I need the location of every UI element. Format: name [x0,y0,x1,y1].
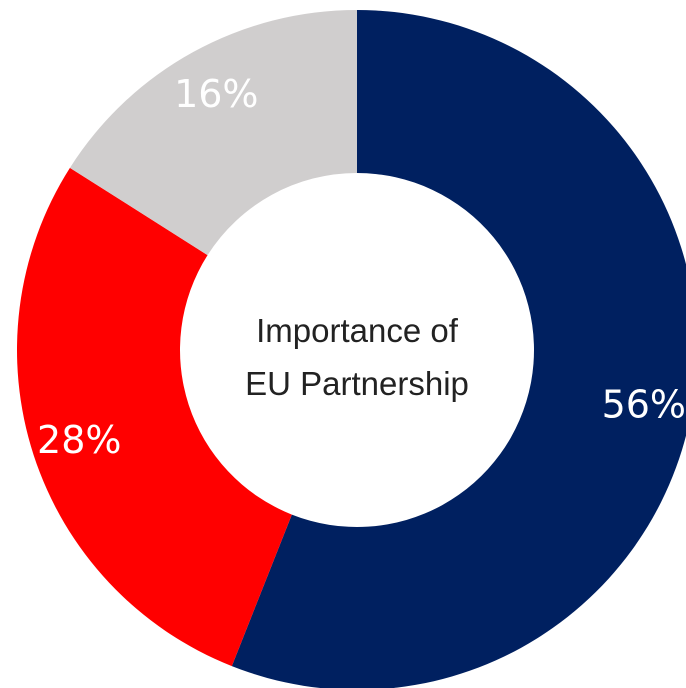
center-label-line-1: Importance of [256,312,459,349]
slice-label-16: 16% [174,72,258,116]
slice-16 [69,10,358,256]
donut-slices [16,10,686,688]
slice-labels: 56% 28% 16% [37,72,686,462]
slice-28 [16,167,292,667]
slice-56 [231,10,686,688]
slice-label-28: 28% [37,418,121,462]
slice-label-56: 56% [602,383,686,427]
center-label-line-2: EU Partnership [245,365,469,402]
center-label: Importance of EU Partnership [245,312,469,402]
